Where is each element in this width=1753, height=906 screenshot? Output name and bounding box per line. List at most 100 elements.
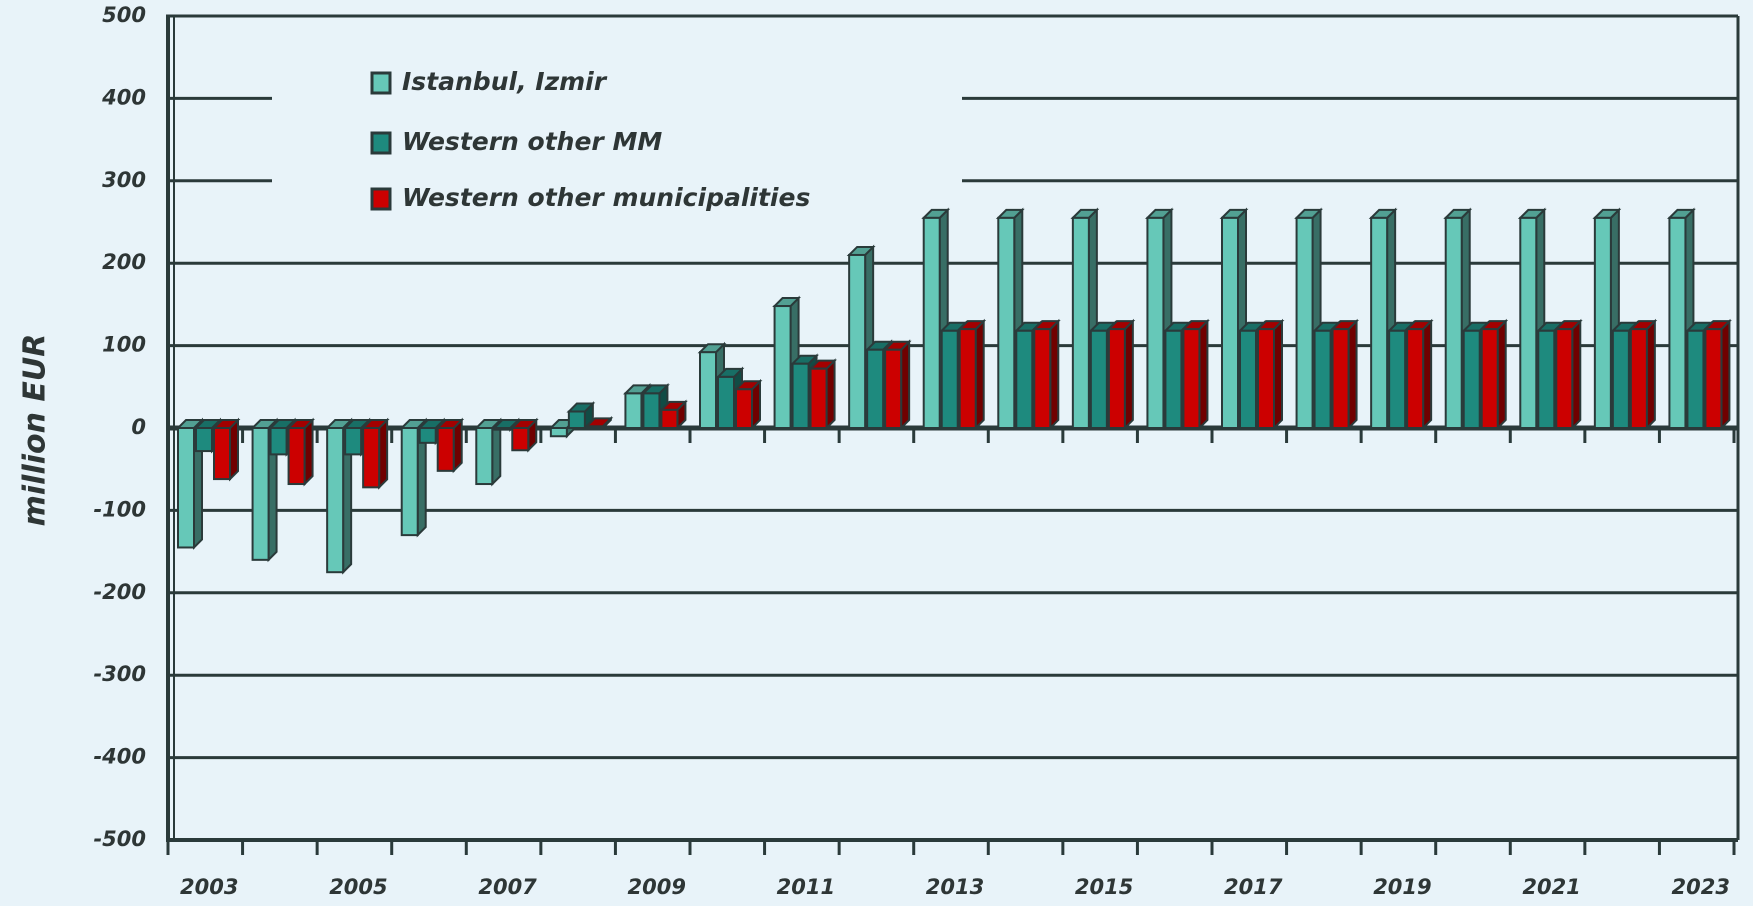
legend-swatch [370, 187, 392, 211]
bar [1388, 329, 1407, 430]
bar-side [1198, 318, 1209, 431]
bar-side [1645, 318, 1656, 431]
bar [177, 427, 195, 549]
y-tick-label: 500 [102, 3, 146, 27]
bar [1071, 216, 1090, 429]
bar-side [229, 417, 239, 482]
bar [1668, 216, 1687, 429]
bar [848, 253, 867, 429]
bar [436, 427, 455, 472]
bar [1089, 329, 1108, 430]
bar [1182, 328, 1201, 429]
bar [269, 427, 288, 456]
bar [195, 427, 213, 453]
y-tick-label: 200 [102, 250, 146, 274]
bar-side [378, 417, 389, 490]
bar-side [974, 318, 985, 431]
bar [642, 392, 661, 429]
y-tick-label: 300 [102, 168, 146, 192]
y-tick-label: -500 [93, 827, 146, 851]
bar [717, 375, 735, 429]
x-tick-label: 2009 [627, 875, 685, 899]
bar [585, 425, 604, 429]
x-tick-label: 2017 [1224, 875, 1283, 899]
bar [1221, 216, 1239, 429]
x-tick-label: 2023 [1671, 875, 1729, 899]
bar [400, 427, 419, 537]
x-tick-label: 2005 [329, 875, 387, 899]
legend-swatch [370, 71, 392, 95]
y-tick-label: -100 [93, 497, 146, 521]
bar [1313, 329, 1332, 430]
legend-swatch [370, 131, 392, 155]
bar [1107, 328, 1126, 429]
bar [326, 427, 345, 574]
bar [475, 427, 494, 486]
bar [1537, 329, 1556, 430]
bar [1462, 329, 1481, 430]
bar [418, 427, 437, 444]
x-tick-label: 2019 [1373, 875, 1431, 899]
bar-side [1571, 318, 1582, 431]
y-tick-label: -300 [93, 662, 146, 686]
legend-label: Western other MM [402, 127, 662, 156]
bar [493, 427, 512, 431]
legend-label: Istanbul, Izmir [402, 67, 608, 96]
bar-side [1123, 318, 1134, 431]
bar [344, 427, 363, 456]
bar [922, 216, 941, 429]
x-tick-label: 2007 [478, 875, 537, 899]
x-tick-label: 2013 [926, 875, 984, 899]
bar [997, 216, 1016, 429]
bar [1257, 328, 1275, 429]
bar [1611, 329, 1630, 430]
x-tick-label: 2021 [1522, 875, 1580, 899]
bar [1015, 329, 1034, 430]
bar [1555, 328, 1574, 429]
bar [1033, 328, 1052, 429]
x-tick-label: 2003 [180, 875, 238, 899]
bar-side [1347, 318, 1358, 431]
bar [567, 410, 586, 429]
y-tick-label: 100 [102, 333, 146, 357]
bar [549, 427, 568, 438]
bar [1331, 328, 1350, 429]
y-axis-label: million EUR [18, 334, 53, 527]
bar-side [1273, 318, 1283, 431]
bar-side [1720, 318, 1731, 431]
bar [1406, 328, 1425, 429]
bar [1629, 328, 1648, 429]
bar-side [900, 339, 911, 431]
bar-side [1496, 318, 1507, 431]
bar [1444, 216, 1463, 429]
bar [287, 427, 306, 486]
bar-side [1422, 318, 1433, 431]
bar [660, 408, 679, 430]
y-tick-label: 0 [131, 415, 146, 439]
bar [213, 427, 231, 481]
bar [1146, 216, 1165, 429]
legend-label: Western other municipalities [402, 183, 810, 212]
bar [1295, 216, 1314, 429]
bar [884, 348, 903, 429]
bar [699, 351, 717, 429]
bar [1686, 329, 1705, 430]
bar [866, 348, 885, 429]
bar [1519, 216, 1538, 429]
bar [735, 388, 753, 430]
y-tick-label: -200 [93, 580, 146, 604]
x-tick-label: 2015 [1075, 875, 1133, 899]
y-tick-label: 400 [101, 85, 146, 109]
bar [624, 392, 643, 429]
bar [809, 367, 828, 429]
bar [362, 427, 381, 489]
bar [1239, 329, 1257, 430]
bar [773, 305, 792, 430]
bar [1704, 328, 1723, 429]
bar [958, 328, 977, 429]
bar [251, 427, 270, 561]
y-tick-label: -400 [93, 745, 146, 769]
bar [1370, 216, 1389, 429]
bar-side [303, 417, 314, 487]
